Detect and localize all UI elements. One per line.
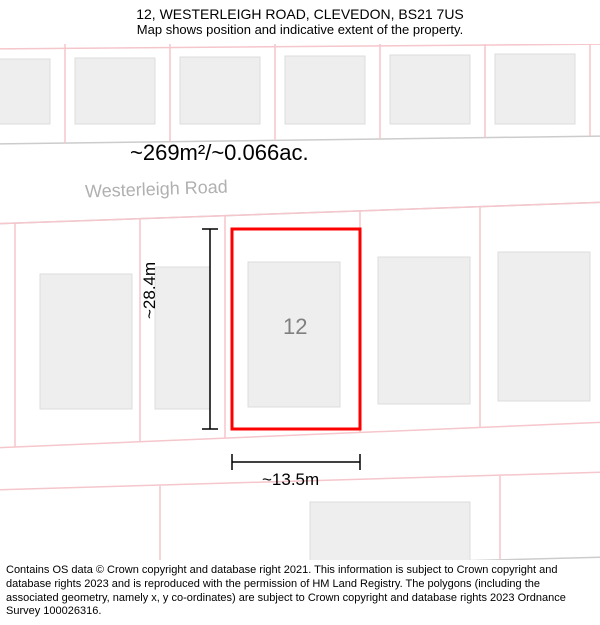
copyright-footer: Contains OS data © Crown copyright and d… xyxy=(0,560,600,625)
map-container: ~269m²/~0.066ac. Westerleigh Road ~28.4m… xyxy=(0,44,600,564)
page-subtitle: Map shows position and indicative extent… xyxy=(10,22,590,37)
width-dimension-label: ~13.5m xyxy=(262,470,319,490)
header: 12, WESTERLEIGH ROAD, CLEVEDON, BS21 7US… xyxy=(0,0,600,39)
height-dimension-label: ~28.4m xyxy=(140,262,160,319)
area-measurement-label: ~269m²/~0.066ac. xyxy=(130,140,309,166)
page-title: 12, WESTERLEIGH ROAD, CLEVEDON, BS21 7US xyxy=(10,6,590,22)
house-number-label: 12 xyxy=(283,314,307,340)
